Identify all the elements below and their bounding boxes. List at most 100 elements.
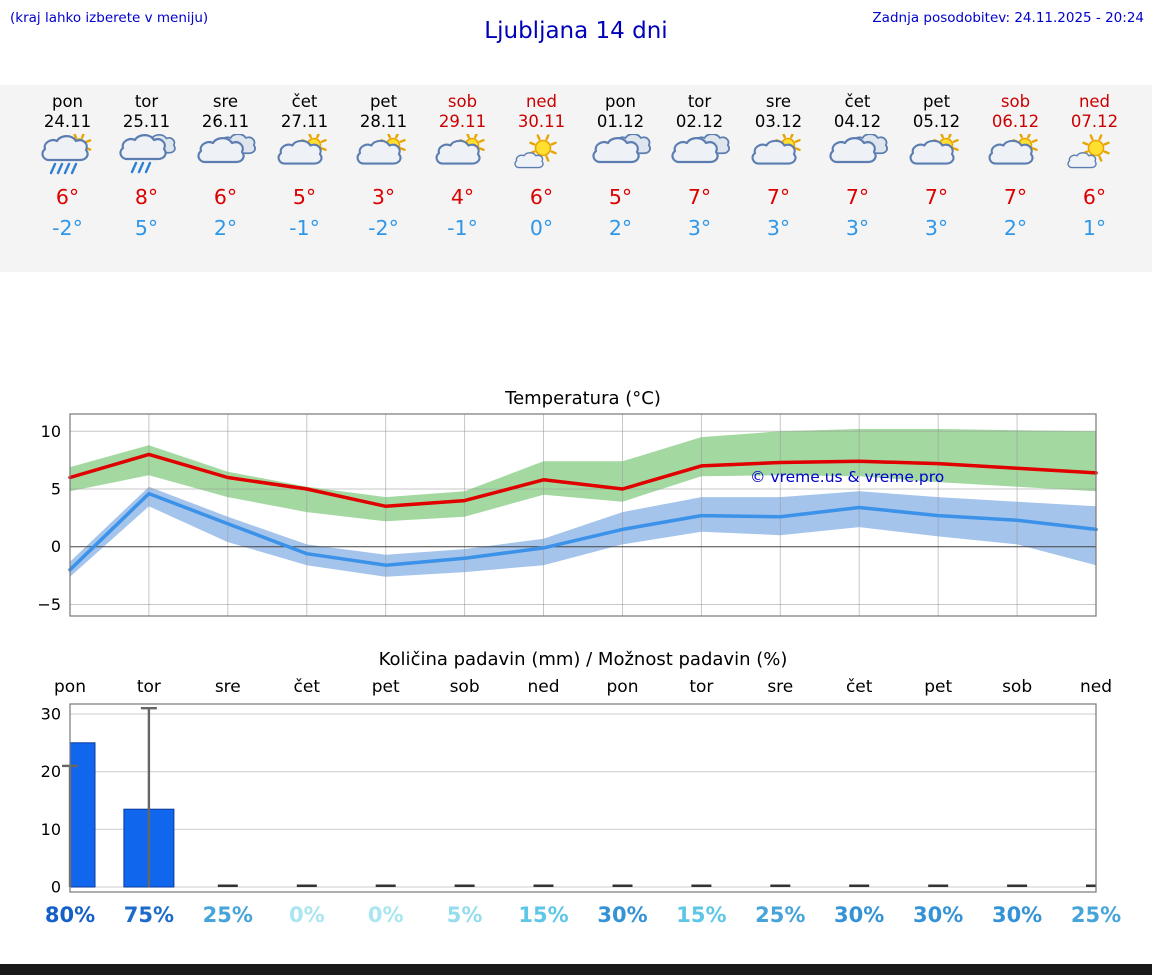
sun-cloud-glyph xyxy=(909,132,959,165)
max-temp-value: 6° xyxy=(55,185,80,209)
temp-range-bands xyxy=(70,429,1096,577)
forecast-day-column[interactable]: sre 26.11 6° 2° xyxy=(186,85,265,240)
precip-bar-trace xyxy=(375,884,396,887)
forecast-day-column[interactable]: ned 07.12 6° 1° xyxy=(1055,85,1134,240)
max-temp-value: 7° xyxy=(687,185,712,209)
cloudy-glyph xyxy=(670,133,730,164)
forecast-day-column[interactable]: tor 25.11 8° 5° xyxy=(107,85,186,240)
svg-text:sre: sre xyxy=(215,677,241,697)
max-temp-value: 8° xyxy=(134,185,159,209)
min-temp-value: -2° xyxy=(368,216,399,240)
precip-bar-trace xyxy=(296,884,317,887)
day-label: pon xyxy=(51,92,84,111)
date-label: 06.12 xyxy=(991,112,1040,131)
forecast-day-column[interactable]: pet 05.12 7° 3° xyxy=(897,85,976,240)
precip-probability-value: 30% xyxy=(913,903,964,927)
cloudy-icon xyxy=(818,133,897,184)
sun-cloud-icon xyxy=(344,132,423,184)
precip-bar-trace xyxy=(454,884,475,887)
bottom-bar xyxy=(0,964,1152,975)
svg-text:pet: pet xyxy=(924,677,952,697)
max-temp-value: 6° xyxy=(1082,185,1107,209)
precip-bar-trace xyxy=(691,884,712,887)
menu-hint: (kraj lahko izberete v meniju) xyxy=(10,10,209,26)
sun-cloud-glyph xyxy=(277,132,327,165)
date-label: 25.11 xyxy=(122,112,171,131)
max-temp-value: 7° xyxy=(1003,185,1028,209)
cloudy-icon xyxy=(660,133,739,184)
day-label: čet xyxy=(844,92,871,111)
min-temp-value: 2° xyxy=(213,216,238,240)
date-label: 05.12 xyxy=(912,112,961,131)
max-temp-value: 5° xyxy=(608,185,633,209)
precip-probability-value: 30% xyxy=(597,903,648,927)
temperature-chart: −5 0 5 10 © vreme.us & vreme.pro xyxy=(37,413,1098,617)
day-label: ned xyxy=(1078,92,1111,111)
svg-text:tor: tor xyxy=(689,677,713,697)
forecast-day-column[interactable]: čet 27.11 5° -1° xyxy=(265,85,344,240)
svg-text:čet: čet xyxy=(846,677,873,697)
watermark-link[interactable]: © vreme.us & vreme.pro xyxy=(750,468,944,486)
date-label: 30.11 xyxy=(517,112,566,131)
min-temp-value: 3° xyxy=(845,216,870,240)
date-label: 26.11 xyxy=(201,112,250,131)
date-label: 03.12 xyxy=(754,112,803,131)
forecast-day-column[interactable]: pon 01.12 5° 2° xyxy=(581,85,660,240)
min-temp-range-band xyxy=(70,486,1096,577)
page-title: Ljubljana 14 dni xyxy=(484,18,668,44)
day-label: ned xyxy=(525,92,558,111)
svg-text:30: 30 xyxy=(41,705,61,724)
min-temp-value: 5° xyxy=(134,216,159,240)
sun-cloud-rain-icon xyxy=(28,132,107,184)
precip-bar-trace xyxy=(1086,884,1096,887)
svg-text:sre: sre xyxy=(767,677,793,697)
forecast-strip: pon 24.11 6° -2° tor 25.11 8° 5° sre 26.11 6° 2° čet… xyxy=(0,85,1152,272)
svg-text:0: 0 xyxy=(51,878,61,897)
day-label: pon xyxy=(604,92,637,111)
forecast-day-column[interactable]: ned 30.11 6° 0° xyxy=(502,85,581,240)
max-temp-value: 6° xyxy=(213,185,238,209)
precip-probability-value: 0% xyxy=(367,903,404,927)
precip-bar-trace xyxy=(533,884,554,887)
date-label: 24.11 xyxy=(43,112,92,131)
sun-small-cloud-glyph xyxy=(1066,134,1110,169)
sun-small-cloud-glyph xyxy=(513,134,557,169)
forecast-day-column[interactable]: sob 06.12 7° 2° xyxy=(976,85,1055,240)
precip-probability-value: 30% xyxy=(834,903,885,927)
forecast-day-column[interactable]: tor 02.12 7° 3° xyxy=(660,85,739,240)
precip-bar-trace xyxy=(217,884,238,887)
forecast-day-column[interactable]: pet 28.11 3° -2° xyxy=(344,85,423,240)
forecast-day-column[interactable]: sob 29.11 4° -1° xyxy=(423,85,502,240)
sun-small-cloud-icon xyxy=(502,134,581,184)
cloudy-glyph xyxy=(196,133,256,164)
precip-probability-value: 15% xyxy=(676,903,727,927)
date-label: 01.12 xyxy=(596,112,645,131)
precip-bar-trace xyxy=(770,884,791,887)
date-label: 02.12 xyxy=(675,112,724,131)
svg-text:pet: pet xyxy=(372,677,400,697)
precip-probability-row: 80% 75% 25% 0% 0% 5% 15% 30% 15% 25% 30% 30% 30% 25% xyxy=(0,903,1152,935)
date-label: 07.12 xyxy=(1070,112,1119,131)
min-temp-value: 1° xyxy=(1082,216,1107,240)
day-label: tor xyxy=(134,92,159,111)
sun-cloud-icon xyxy=(265,132,344,184)
forecast-day-column[interactable]: sre 03.12 7° 3° xyxy=(739,85,818,240)
precipitation-chart: pon tor sre čet pet sob ned pon tor sre čet pet sob n… xyxy=(41,677,1112,897)
svg-text:10: 10 xyxy=(41,422,61,441)
precip-probability-value: 80% xyxy=(44,903,96,927)
svg-text:20: 20 xyxy=(41,762,61,781)
precip-probability-value: 15% xyxy=(518,903,569,927)
min-temp-value: -1° xyxy=(447,216,478,240)
forecast-day-column[interactable]: čet 04.12 7° 3° xyxy=(818,85,897,240)
forecast-day-column[interactable]: pon 24.11 6° -2° xyxy=(28,85,107,240)
precip-bars xyxy=(70,742,1096,888)
min-temp-value: 3° xyxy=(766,216,791,240)
min-temp-value: 3° xyxy=(687,216,712,240)
svg-text:ned: ned xyxy=(527,677,559,697)
day-label: sob xyxy=(1000,92,1031,111)
svg-text:pon: pon xyxy=(607,677,639,697)
cloudy-icon xyxy=(186,133,265,184)
svg-text:pon: pon xyxy=(54,677,86,697)
sun-cloud-icon xyxy=(423,132,502,184)
temp-yaxis-labels: −5 0 5 10 xyxy=(37,422,61,614)
